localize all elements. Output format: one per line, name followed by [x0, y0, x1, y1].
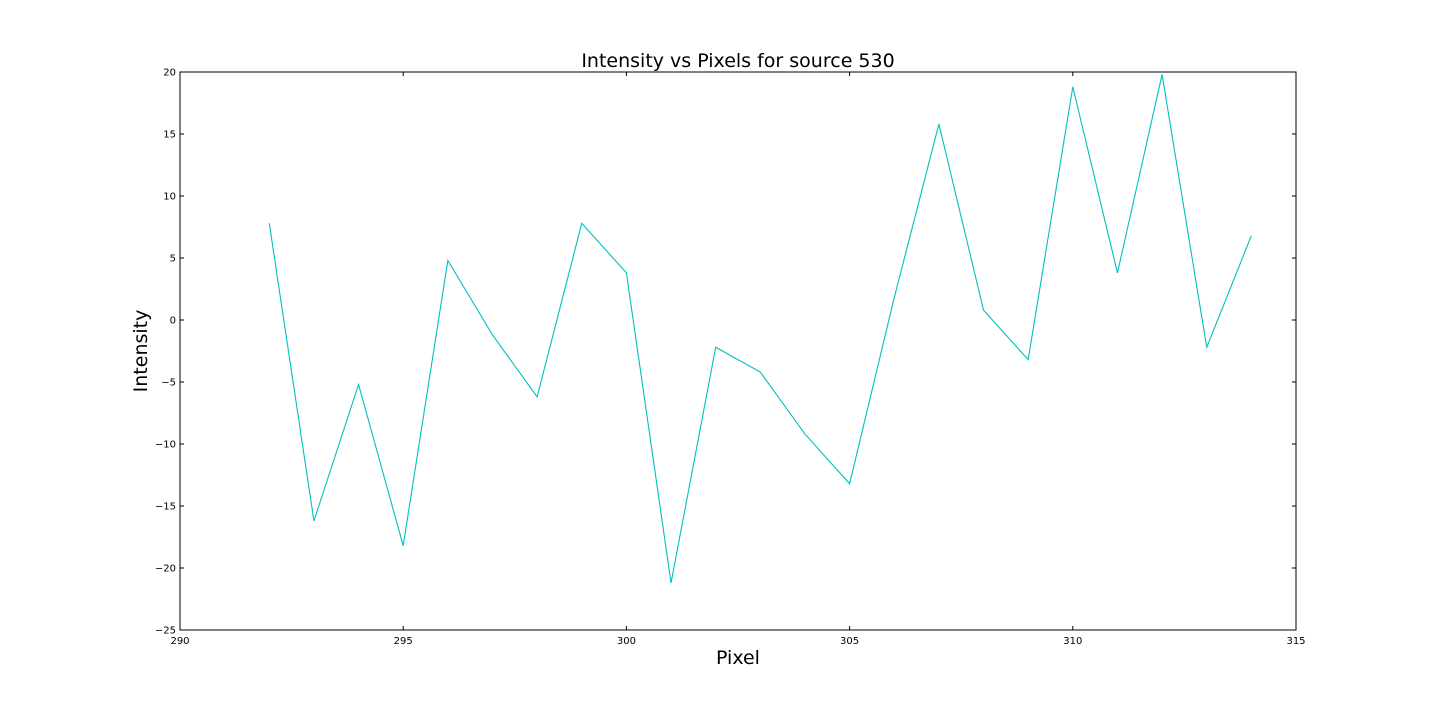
y-tick-label: 15: [163, 130, 176, 141]
y-tick-label: 20: [163, 68, 176, 79]
x-tick-label: 295: [394, 636, 413, 647]
y-tick-label: 10: [163, 192, 176, 203]
x-tick-label: 300: [617, 636, 636, 647]
y-tick-label: −5: [161, 378, 176, 389]
y-tick-label: −15: [155, 502, 176, 513]
series-line: [268, 74, 1252, 583]
plot-frame: [179, 71, 1297, 631]
y-axis-label: Intensity: [130, 310, 152, 393]
y-tick-label: 5: [170, 254, 176, 265]
chart-title: Intensity vs Pixels for source 530: [581, 50, 894, 72]
x-tick-label: 315: [1286, 636, 1305, 647]
y-tick-label: −10: [155, 440, 176, 451]
x-tick-label: 305: [840, 636, 859, 647]
x-axis-label: Pixel: [716, 647, 760, 669]
x-tick-label: 310: [1063, 636, 1082, 647]
series-layer: [268, 74, 1252, 583]
x-tick-label: 290: [170, 636, 189, 647]
y-tick-label: −20: [155, 564, 176, 575]
y-tick-label: −25: [155, 626, 176, 637]
y-tick-label: 0: [170, 316, 176, 327]
axis-ticks: 290 295 300 305 310 315 −25 −20 −15 −10 −5 0 5 10 15 20: [155, 68, 1306, 648]
